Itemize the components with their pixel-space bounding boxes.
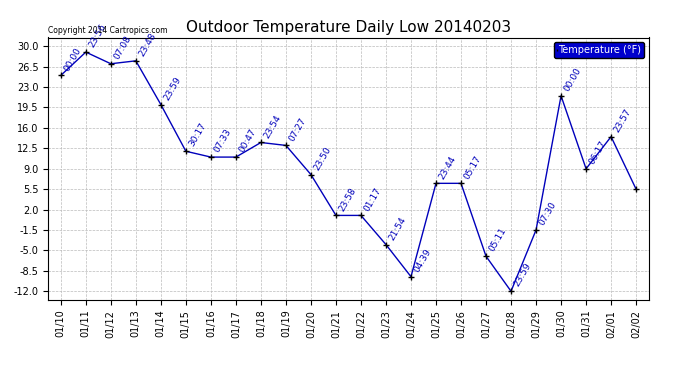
Text: 07:33: 07:33	[213, 128, 233, 154]
Text: 05:11: 05:11	[487, 226, 508, 254]
Text: 06:17: 06:17	[587, 139, 608, 166]
Text: 01:17: 01:17	[362, 186, 383, 213]
Text: 23:50: 23:50	[313, 145, 333, 172]
Text: 30:17: 30:17	[187, 122, 208, 148]
Text: 23:54: 23:54	[262, 113, 283, 140]
Text: 05:17: 05:17	[462, 154, 483, 180]
Text: 04:39: 04:39	[413, 247, 433, 274]
Text: 07:27: 07:27	[287, 116, 308, 142]
Legend: Temperature (°F): Temperature (°F)	[554, 42, 644, 58]
Text: 23:56: 23:56	[87, 22, 108, 49]
Text: 00:00: 00:00	[62, 46, 83, 73]
Text: 23:58: 23:58	[337, 186, 358, 213]
Text: 21:54: 21:54	[387, 215, 408, 242]
Text: 07:30: 07:30	[538, 200, 558, 227]
Text: 00:00: 00:00	[562, 66, 583, 93]
Title: Outdoor Temperature Daily Low 20140203: Outdoor Temperature Daily Low 20140203	[186, 20, 511, 35]
Text: 00:47: 00:47	[237, 128, 258, 154]
Text: 23:48: 23:48	[137, 32, 158, 58]
Text: Copyright 2014 Cartropics.com: Copyright 2014 Cartropics.com	[48, 26, 168, 35]
Text: 23:59: 23:59	[513, 262, 533, 288]
Text: 23:59: 23:59	[162, 75, 183, 102]
Text: 07:08: 07:08	[112, 34, 133, 61]
Text: 23:57: 23:57	[613, 107, 633, 134]
Text: 23:44: 23:44	[437, 154, 458, 180]
